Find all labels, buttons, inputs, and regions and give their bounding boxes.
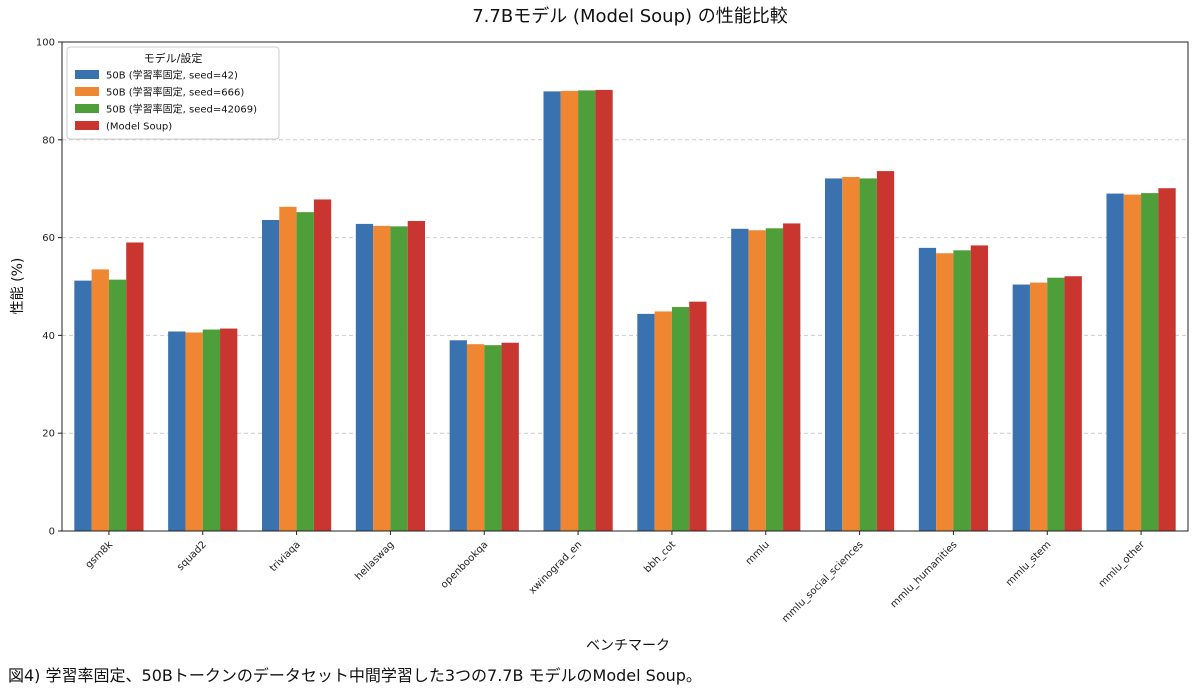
y-tick-label: 100 bbox=[36, 38, 55, 49]
bar-bbh_cot-series-2 bbox=[654, 311, 672, 531]
legend-swatch bbox=[75, 87, 99, 96]
bar-mmlu_stem-series-4 bbox=[1064, 276, 1082, 531]
y-tick-label: 40 bbox=[42, 331, 55, 342]
bar-mmlu_stem-series-2 bbox=[1029, 282, 1048, 531]
y-tick-label: 20 bbox=[42, 429, 55, 440]
bar-mmlu_humanities-series-2 bbox=[936, 253, 954, 532]
figure-caption: 図4) 学習率固定、50Bトークンのデータセット中間学習した3つの7.7B モデ… bbox=[8, 666, 702, 685]
bar-mmlu_social_sciences-series-2 bbox=[842, 176, 860, 532]
x-tick-label: mmlu_humanities bbox=[889, 539, 960, 610]
bar-triviaqa-series-3 bbox=[296, 212, 314, 531]
x-tick-label: hellaswag bbox=[353, 539, 396, 582]
x-tick-label: openbookqa bbox=[439, 539, 490, 590]
bar-triviaqa-series-1 bbox=[261, 219, 280, 531]
bar-mmlu_stem-series-1 bbox=[1012, 284, 1030, 531]
bar-gsm8k-series-4 bbox=[126, 242, 144, 532]
bar-mmlu_social_sciences-series-1 bbox=[824, 178, 843, 531]
legend-frame bbox=[66, 46, 280, 140]
bar-triviaqa-series-4 bbox=[313, 199, 332, 531]
legend-title: モデル/設定 bbox=[144, 51, 203, 65]
bar-bbh_cot-series-4 bbox=[689, 301, 707, 531]
legend-label: (Model Soup) bbox=[106, 122, 172, 133]
bar-bbh_cot-series-1 bbox=[637, 313, 655, 531]
bar-hellaswag-series-2 bbox=[373, 225, 391, 531]
x-tick-label: mmlu_stem bbox=[1004, 539, 1053, 588]
bar-bbh_cot-series-3 bbox=[671, 307, 690, 531]
bar-mmlu-series-3 bbox=[765, 228, 784, 531]
bar-xwinograd_en-series-1 bbox=[543, 91, 561, 531]
bar-mmlu_other-series-2 bbox=[1123, 194, 1142, 531]
bar-openbookqa-series-3 bbox=[484, 345, 502, 531]
bar-xwinograd_en-series-2 bbox=[560, 90, 579, 532]
x-tick-label: mmlu_other bbox=[1097, 539, 1148, 590]
y-tick-label: 80 bbox=[42, 135, 55, 146]
bar-squad2-series-1 bbox=[168, 331, 186, 531]
x-axis-label: ベンチマーク bbox=[586, 638, 670, 654]
y-tick-label: 0 bbox=[49, 527, 55, 538]
bar-mmlu_humanities-series-3 bbox=[953, 250, 971, 531]
y-tick-label: 60 bbox=[42, 233, 55, 244]
bar-squad2-series-3 bbox=[202, 329, 221, 531]
bar-openbookqa-series-2 bbox=[466, 344, 485, 531]
bar-triviaqa-series-2 bbox=[279, 206, 297, 531]
bar-mmlu-series-2 bbox=[748, 230, 766, 531]
x-tick-label: squad2 bbox=[175, 539, 209, 573]
bar-xwinograd_en-series-4 bbox=[595, 89, 613, 531]
bar-openbookqa-series-1 bbox=[449, 340, 467, 531]
bar-openbookqa-series-4 bbox=[501, 342, 519, 531]
x-tick-label: bbh_cot bbox=[642, 539, 678, 575]
bar-mmlu_humanities-series-4 bbox=[970, 245, 989, 531]
legend-swatch bbox=[75, 70, 99, 79]
bar-mmlu_other-series-4 bbox=[1158, 188, 1176, 531]
plot-frame bbox=[61, 41, 1189, 532]
bar-gsm8k-series-3 bbox=[108, 279, 127, 531]
legend-label: 50B (学習率固定, seed=42) bbox=[106, 69, 238, 82]
y-axis-label: 性能 (%) bbox=[10, 258, 26, 315]
x-tick-label: mmlu_social_sciences bbox=[780, 539, 866, 625]
bar-mmlu_other-series-3 bbox=[1141, 193, 1159, 531]
bar-squad2-series-4 bbox=[220, 328, 238, 531]
x-tick-label: gsm8k bbox=[84, 539, 116, 571]
bars bbox=[74, 89, 1176, 532]
bar-mmlu-series-1 bbox=[731, 228, 749, 531]
bar-hellaswag-series-1 bbox=[355, 223, 374, 531]
bar-mmlu_other-series-1 bbox=[1106, 193, 1124, 531]
legend-label: 50B (学習率固定, seed=42069) bbox=[106, 103, 257, 116]
y-gridlines bbox=[62, 139, 1188, 434]
bar-mmlu-series-4 bbox=[783, 223, 801, 531]
y-axis: 0 20 40 60 80 100 bbox=[36, 38, 62, 538]
legend-label: 50B (学習率固定, seed=666) bbox=[106, 86, 244, 99]
bar-squad2-series-2 bbox=[185, 332, 203, 531]
bar-mmlu_humanities-series-1 bbox=[918, 247, 937, 531]
performance-bar-chart: 7.7Bモデル (Model Soup) の性能比較 020406080100 … bbox=[10, 6, 1189, 654]
bar-hellaswag-series-4 bbox=[407, 220, 426, 531]
bar-mmlu_social_sciences-series-4 bbox=[876, 171, 895, 531]
chart-title: 7.7Bモデル (Model Soup) の性能比較 bbox=[472, 6, 788, 27]
x-tick-label: mmlu bbox=[744, 539, 772, 567]
bar-gsm8k-series-1 bbox=[74, 280, 92, 531]
bar-mmlu_stem-series-3 bbox=[1047, 277, 1065, 531]
legend-swatch bbox=[75, 104, 99, 113]
legend: モデル/設定 50B (学習率固定, seed=42) 50B (学習率固定, s… bbox=[66, 46, 280, 140]
x-tick-label: xwinograd_en bbox=[527, 539, 584, 596]
x-axis: gsm8k squad2 triviaqa hellaswag openbookqa xw… bbox=[84, 531, 1148, 625]
bar-mmlu_social_sciences-series-3 bbox=[859, 178, 877, 531]
bar-xwinograd_en-series-3 bbox=[578, 90, 596, 531]
bar-gsm8k-series-2 bbox=[91, 269, 109, 531]
bar-hellaswag-series-3 bbox=[390, 226, 408, 531]
x-tick-label: triviaqa bbox=[268, 539, 303, 574]
legend-swatch bbox=[75, 121, 99, 130]
